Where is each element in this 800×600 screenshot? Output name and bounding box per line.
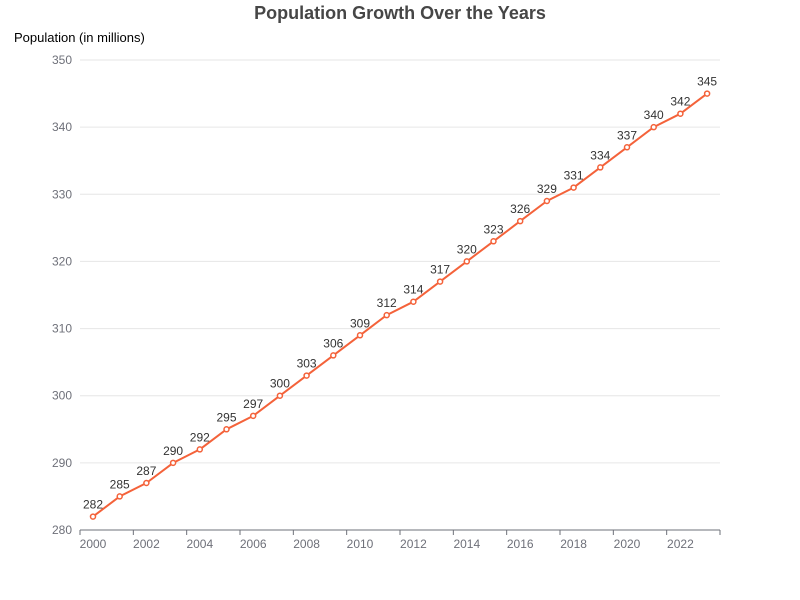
data-point [436,278,444,285]
x-tick-label: 2020 [614,537,641,551]
data-point [169,459,177,467]
data-point [650,123,657,131]
data-point [356,332,364,339]
data-label: 331 [564,169,584,183]
x-tick-label: 2014 [453,537,480,551]
data-point [516,217,524,225]
data-point [463,258,471,265]
x-tick-label: 2000 [80,537,107,551]
grid-lines [80,59,720,464]
data-label: 329 [537,182,557,196]
data-point [330,352,337,359]
data-point [570,184,577,191]
data-label: 309 [350,316,370,330]
data-label: 312 [377,296,397,310]
x-tick-label: 2006 [240,537,267,551]
x-tick-label: 2022 [667,537,694,551]
data-point [249,412,257,420]
data-point [677,110,684,117]
x-tick-label: 2012 [400,537,427,551]
data-label: 295 [216,410,236,424]
x-tick-label: 2018 [560,537,587,551]
y-tick-label: 310 [52,322,72,336]
series-line [92,92,708,518]
y-tick-label: 320 [52,254,72,268]
y-tick-label: 280 [52,523,72,537]
data-label: 317 [430,263,450,277]
data-label: 320 [457,242,477,256]
x-tick-label: 2010 [347,537,374,551]
chart-title: Population Growth Over the Years [254,3,546,23]
data-label: 300 [270,377,290,391]
x-tick-label: 2008 [293,537,320,551]
data-point [383,311,390,319]
data-labels: 282 285 287 290 292 295 297 300 303 306 309 312 314 3… [83,75,717,512]
data-label: 292 [190,430,210,444]
data-point [276,392,284,399]
data-label: 287 [136,464,156,478]
data-point [703,90,711,97]
data-point [143,479,150,487]
y-tick-label: 330 [52,187,72,201]
data-point [410,298,417,305]
data-label: 334 [590,148,610,162]
data-point [196,446,204,453]
data-label: 326 [510,202,530,216]
data-label: 345 [697,75,717,89]
data-point [543,197,551,205]
data-point [89,513,97,520]
data-label: 290 [163,444,183,458]
data-point [623,144,631,151]
x-tick-label: 2004 [186,537,213,551]
series-line-group [92,92,708,518]
data-point [597,164,604,171]
x-tick-label: 2002 [133,537,160,551]
data-point [490,238,497,245]
y-tick-label: 350 [52,53,72,67]
y-tick-label: 300 [52,389,72,403]
data-label: 342 [670,95,690,109]
x-tick-label: 2016 [507,537,534,551]
data-point [116,493,123,500]
data-label: 285 [110,477,130,491]
data-point [303,372,310,379]
y-tick-label: 290 [52,456,72,470]
data-label: 337 [617,128,637,142]
data-label: 323 [483,222,503,236]
data-label: 297 [243,397,263,411]
axes: 280 290 300 310 320 330 340 350 2000 2002 2004 2006… [52,53,721,551]
data-label: 340 [644,108,664,122]
y-axis-title: Population (in millions) [14,30,145,45]
data-points [89,90,711,520]
data-label: 306 [323,336,343,350]
y-tick-label: 340 [52,120,72,134]
data-label: 303 [297,357,317,371]
data-label: 282 [83,498,103,512]
data-point [223,426,230,433]
data-label: 314 [403,283,423,297]
